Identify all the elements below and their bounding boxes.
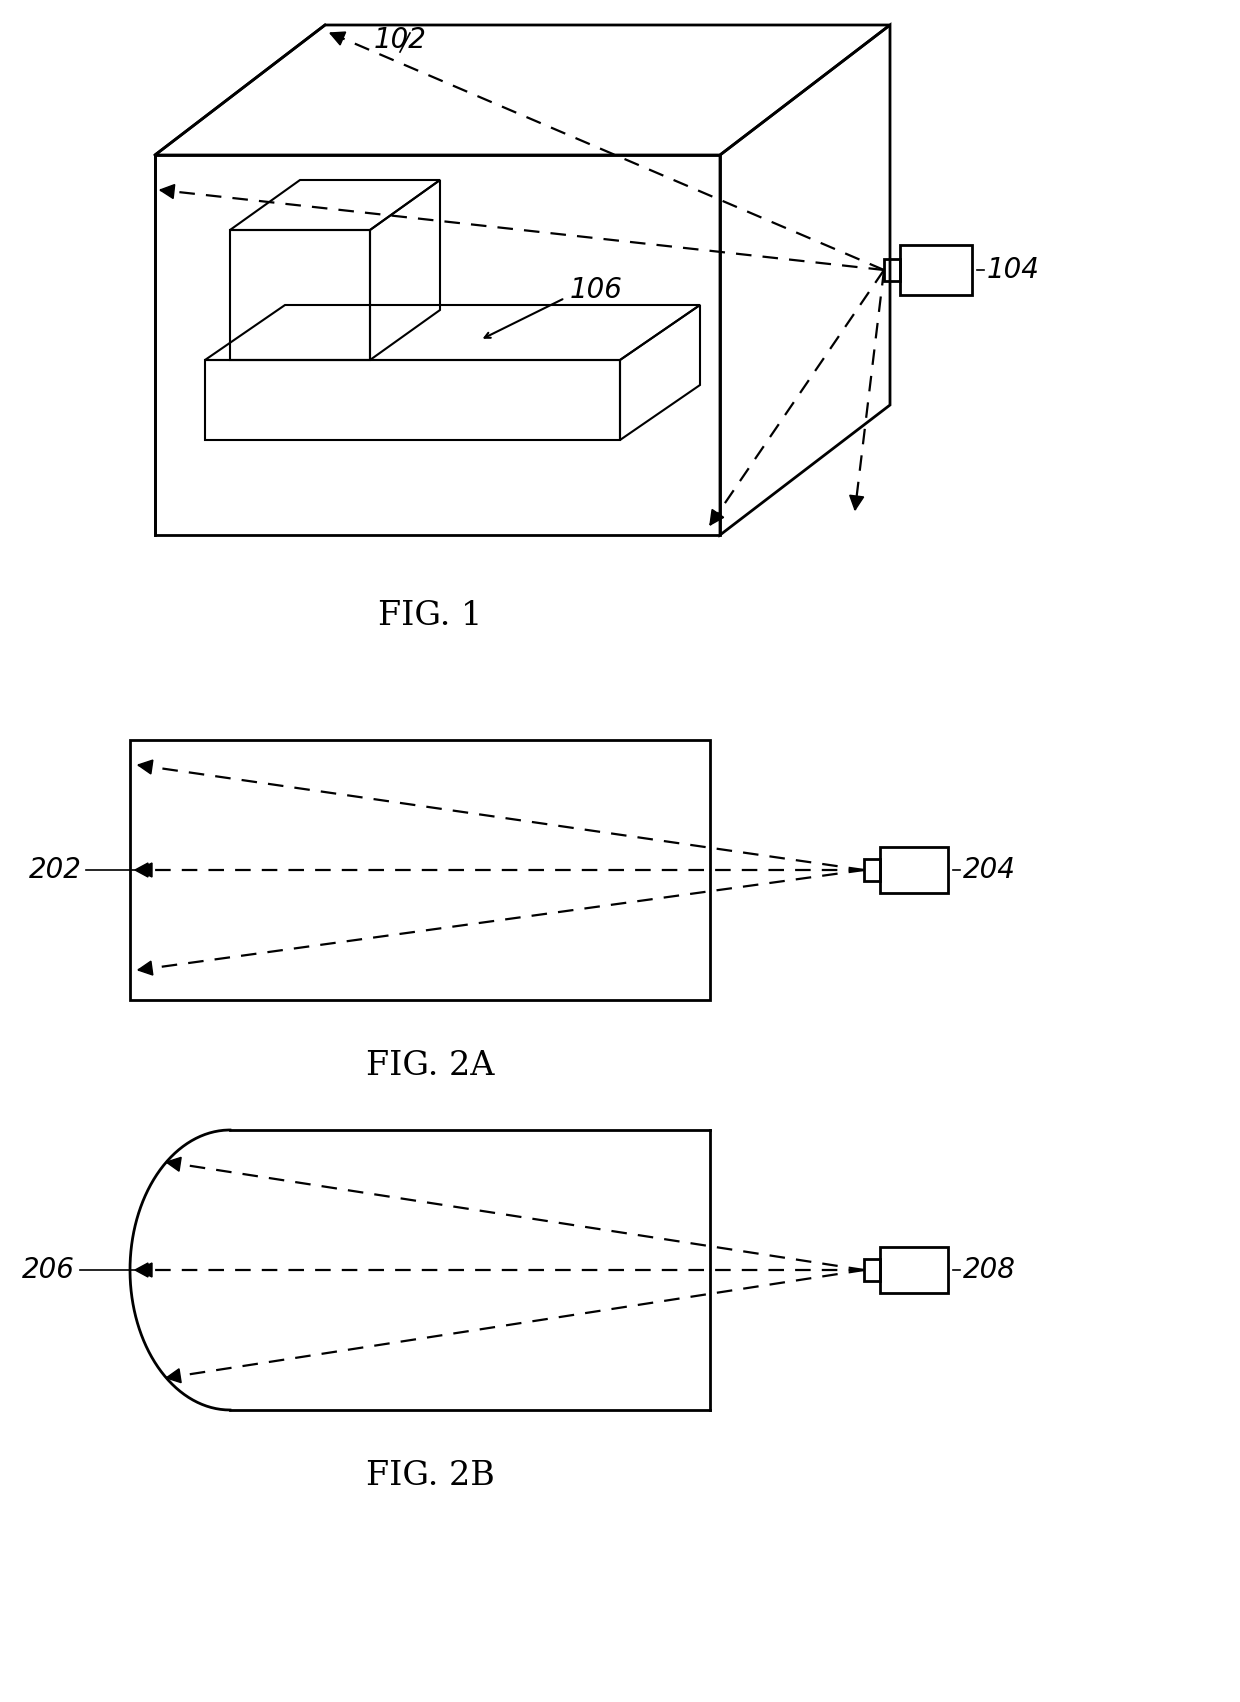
Polygon shape (711, 509, 724, 524)
Text: 206: 206 (22, 1256, 74, 1283)
Bar (884, 259, 900, 281)
Text: 106: 106 (570, 276, 622, 305)
Polygon shape (160, 184, 175, 199)
Bar (864, 860, 880, 882)
Polygon shape (138, 863, 153, 877)
Text: 204: 204 (963, 856, 1016, 883)
Polygon shape (135, 1263, 148, 1276)
Text: 104: 104 (987, 255, 1040, 284)
Bar (864, 1259, 880, 1282)
Polygon shape (330, 32, 346, 44)
Bar (880, 848, 949, 894)
Text: 208: 208 (963, 1256, 1016, 1283)
Bar (229, 230, 370, 361)
Polygon shape (166, 1368, 181, 1382)
Text: FIG. 1: FIG. 1 (378, 601, 482, 631)
Polygon shape (138, 1263, 153, 1276)
Polygon shape (849, 495, 863, 511)
Bar (130, 740, 711, 1001)
Polygon shape (138, 761, 153, 774)
Text: FIG. 2B: FIG. 2B (366, 1460, 495, 1493)
Bar (205, 361, 620, 441)
Bar (880, 1248, 949, 1294)
Polygon shape (166, 1157, 181, 1171)
Bar (155, 155, 720, 534)
Text: 102: 102 (373, 26, 427, 54)
Polygon shape (138, 962, 153, 975)
Text: 202: 202 (29, 856, 82, 883)
Bar (900, 245, 972, 294)
Text: FIG. 2A: FIG. 2A (366, 1050, 495, 1082)
Polygon shape (135, 863, 148, 877)
